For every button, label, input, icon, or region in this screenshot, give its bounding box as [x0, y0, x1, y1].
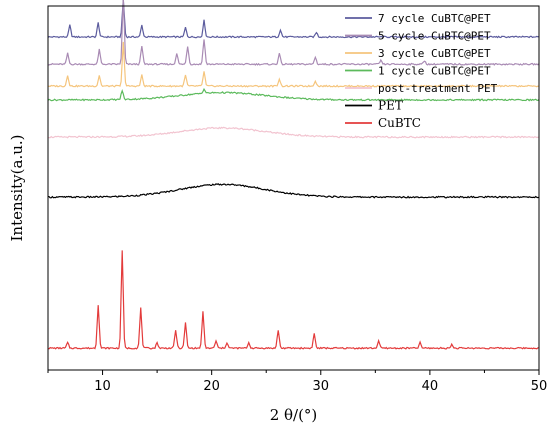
- legend-label: post-treatment PET: [378, 82, 498, 95]
- plot-area: [47, 0, 540, 350]
- series-line-0: [47, 0, 540, 39]
- x-tick-label: 10: [94, 379, 111, 394]
- series-line-1: [47, 0, 540, 66]
- series-line-4: [47, 126, 540, 139]
- legend: 7 cycle CuBTC@PET 5 cycle CuBTC@PET 3 cycl…: [345, 12, 498, 130]
- legend-label: 7 cycle CuBTC@PET: [378, 12, 491, 25]
- x-tick-label: 30: [313, 379, 330, 394]
- series-line-3: [47, 87, 540, 102]
- legend-label: 1 cycle CuBTC@PET: [378, 65, 491, 78]
- series-line-2: [47, 41, 540, 88]
- legend-label: PET: [378, 99, 403, 113]
- x-tick-label: 40: [422, 379, 439, 394]
- x-axis-title: 2 θ/(°): [270, 406, 318, 424]
- legend-label: 3 cycle CuBTC@PET: [378, 47, 491, 60]
- x-tick-label: 50: [531, 379, 548, 394]
- legend-label: CuBTC: [378, 116, 421, 130]
- axes: 10 20 30 40 50: [47, 5, 548, 394]
- legend-label: 5 cycle CuBTC@PET: [378, 30, 491, 43]
- y-axis-title: Intensity(a.u.): [8, 135, 26, 242]
- series-line-5: [47, 183, 540, 199]
- x-tick-label: 20: [203, 379, 220, 394]
- series-line-6: [47, 250, 539, 350]
- plot-frame: [47, 5, 540, 371]
